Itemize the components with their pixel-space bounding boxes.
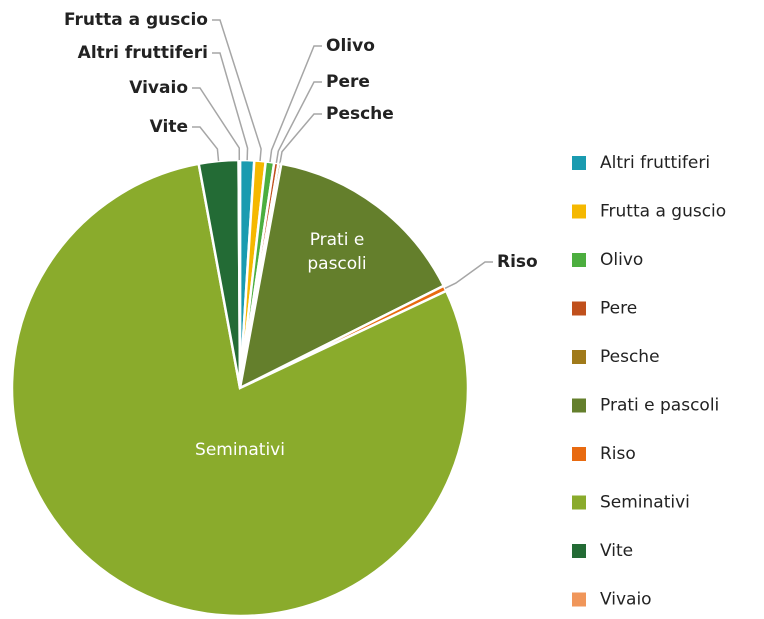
- data-label: Seminativi: [195, 440, 285, 460]
- legend-label: Frutta a guscio: [600, 202, 726, 222]
- data-label: Altri fruttiferi: [78, 43, 208, 63]
- legend-swatch: [572, 544, 586, 558]
- data-label: Vite: [150, 117, 188, 137]
- leader-line: [444, 261, 493, 290]
- data-label: Pesche: [326, 104, 394, 124]
- legend-swatch: [572, 398, 586, 413]
- legend-label: Vite: [600, 541, 633, 561]
- data-label: Prati e pascoli: [307, 230, 367, 274]
- leader-line: [279, 113, 322, 164]
- data-label: Frutta a guscio: [64, 10, 208, 30]
- pie-slice: [237, 158, 242, 389]
- legend-swatch: [572, 156, 586, 170]
- data-label: Riso: [497, 252, 538, 272]
- leader-line: [269, 45, 322, 163]
- leader-line: [192, 87, 241, 161]
- pie-slice: [10, 162, 470, 618]
- legend-label: Seminativi: [600, 493, 690, 513]
- legend-label: Olivo: [600, 250, 643, 270]
- legend-swatch: [572, 204, 586, 219]
- legend-swatch: [572, 350, 586, 364]
- data-label: Vivaio: [129, 78, 188, 98]
- legend-swatch: [572, 253, 586, 267]
- legend-label: Prati e pascoli: [600, 396, 719, 416]
- legend-swatch: [572, 592, 586, 607]
- legend-swatch: [572, 301, 586, 316]
- leader-line: [212, 52, 249, 161]
- leader-line: [275, 81, 322, 164]
- legend-swatch: [572, 495, 586, 510]
- data-label: Pere: [326, 72, 370, 92]
- leader-line: [212, 19, 262, 161]
- pie-slice: [238, 162, 446, 391]
- leader-line: [192, 126, 220, 162]
- legend-label: Vivaio: [600, 590, 652, 610]
- legend-swatch: [572, 447, 586, 461]
- data-label: Olivo: [326, 36, 375, 56]
- legend-label: Pesche: [600, 347, 660, 367]
- legend-label: Altri fruttiferi: [600, 153, 710, 173]
- legend-label: Pere: [600, 299, 637, 319]
- legend-label: Riso: [600, 444, 636, 464]
